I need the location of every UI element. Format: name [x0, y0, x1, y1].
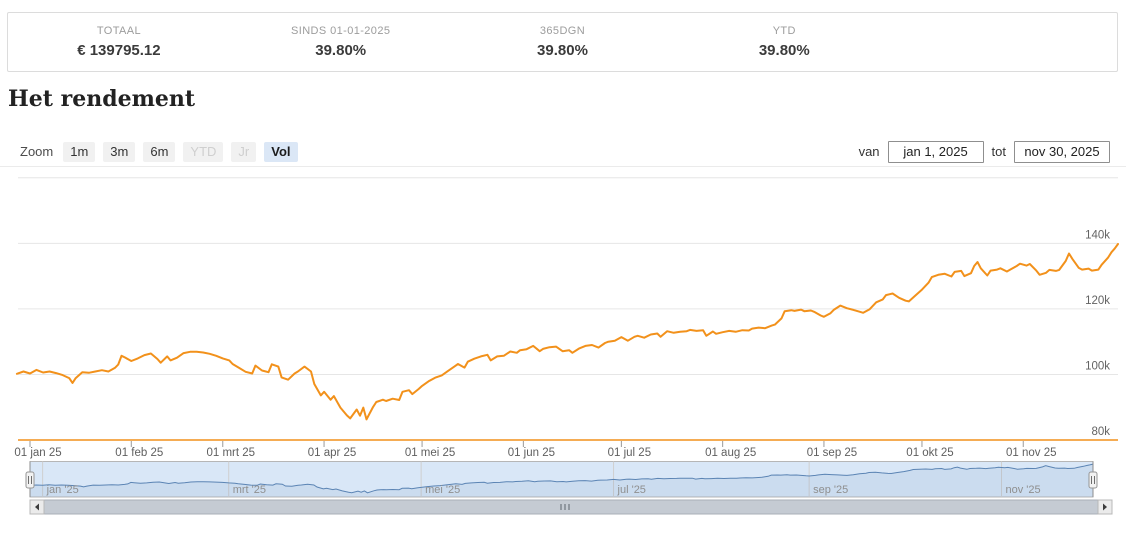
scrollbar-thumb[interactable]	[43, 499, 1099, 515]
x-axis-label: 01 aug 25	[705, 447, 756, 459]
zoom-button-6m[interactable]: 6m	[143, 141, 176, 162]
stat-sinds: SINDS 01-01-2025 39.80%	[230, 25, 452, 59]
chart-separator	[0, 166, 1126, 167]
navigator-mask[interactable]	[29, 461, 1094, 498]
stat-ytd-label: YTD	[772, 25, 796, 37]
page-title: Het rendement	[8, 86, 195, 112]
zoom-button-ytd: YTD	[183, 141, 224, 162]
stat-totaal-value: € 139795.12	[77, 42, 161, 59]
y-axis-label: 140k	[1085, 229, 1110, 241]
zoom-button-vol[interactable]: Vol	[264, 141, 298, 162]
scrollbar-right-button[interactable]	[1097, 499, 1113, 515]
stats-panel: TOTAAL € 139795.12 SINDS 01-01-2025 39.8…	[7, 12, 1118, 72]
zoom-label: Zoom	[20, 144, 54, 159]
rendement-series-line	[15, 243, 1119, 421]
y-axis-label: 120k	[1085, 295, 1110, 307]
zoom-button-1m[interactable]: 1m	[63, 141, 96, 162]
x-axis-label: 01 jun 25	[508, 447, 555, 459]
range-selector: Zoom 1m 3m 6m YTD Jr Vol van tot	[20, 140, 1110, 163]
zoom-button-3m[interactable]: 3m	[103, 141, 136, 162]
stat-365dgn: 365DGN 39.80%	[452, 25, 674, 59]
stat-totaal-label: TOTAAL	[96, 25, 141, 37]
x-axis-label: 01 mrt 25	[206, 447, 255, 459]
x-axis-label: 01 okt 25	[906, 447, 953, 459]
zoom-button-jr: Jr	[231, 141, 257, 162]
stat-365dgn-label: 365DGN	[539, 25, 586, 37]
y-axis-label: 80k	[1091, 426, 1110, 438]
x-axis-label: 01 mei 25	[405, 447, 456, 459]
navigator-handle-left[interactable]	[25, 471, 35, 489]
x-axis-label: 01 jan 25	[14, 447, 61, 459]
stat-totaal: TOTAAL € 139795.12	[8, 25, 230, 59]
zoom-buttons: 1m 3m 6m YTD Jr Vol	[63, 141, 305, 162]
range-to-label: tot	[991, 144, 1006, 159]
x-axis-label: 01 feb 25	[115, 447, 163, 459]
stat-365dgn-value: 39.80%	[537, 42, 588, 59]
stat-ytd-value: 39.80%	[758, 42, 810, 59]
stat-ytd: YTD 39.80%	[673, 25, 895, 59]
stat-sinds-label: SINDS 01-01-2025	[291, 25, 391, 37]
scrollbar-left-button[interactable]	[29, 499, 45, 515]
x-axis-label: 01 nov 25	[1006, 447, 1057, 459]
y-axis-label: 100k	[1085, 360, 1110, 372]
x-axis-label: 01 sep 25	[807, 447, 858, 459]
range-from-label: van	[858, 144, 880, 159]
x-axis-label: 01 apr 25	[308, 447, 357, 459]
navigator-handle-right[interactable]	[1088, 471, 1098, 489]
range-to-input[interactable]	[1014, 140, 1110, 163]
range-from-input[interactable]	[887, 140, 984, 163]
x-axis-label: 01 jul 25	[608, 447, 651, 459]
stat-sinds-value: 39.80%	[315, 42, 367, 59]
